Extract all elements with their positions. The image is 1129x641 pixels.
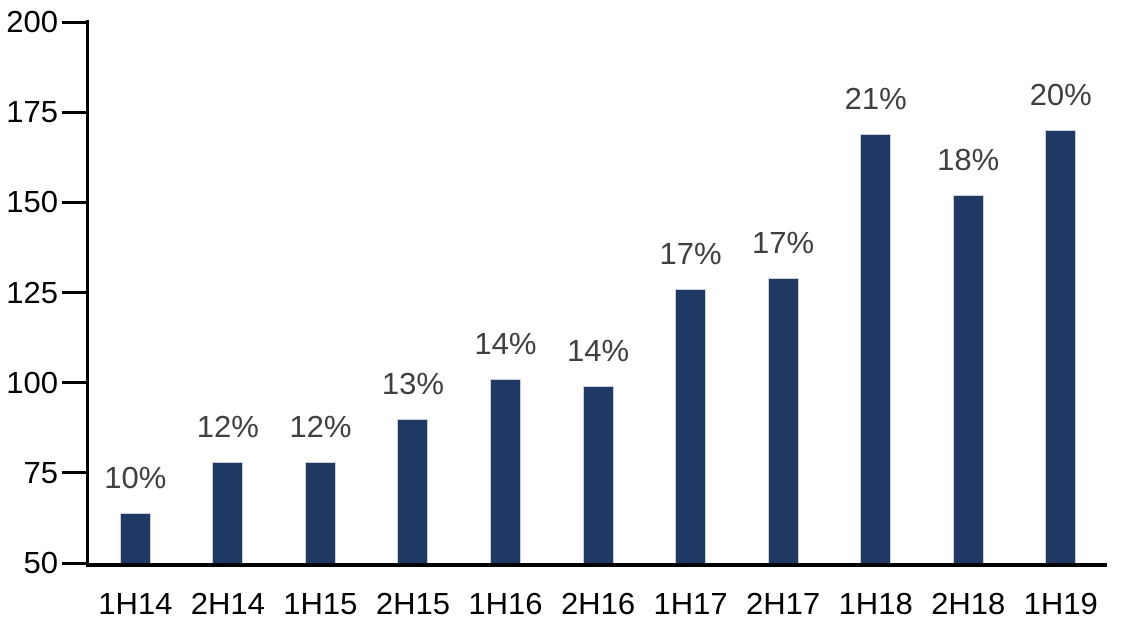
x-tick-label-2H15: 2H15 xyxy=(375,586,450,621)
y-tick-label: 150 xyxy=(6,184,58,220)
bar-value-label: 20% xyxy=(1029,77,1092,113)
x-tick-label-1H19: 1H19 xyxy=(1023,586,1098,621)
x-tick-label-1H18: 1H18 xyxy=(838,586,913,621)
bar-value-label: 17% xyxy=(752,225,815,261)
bar-1H18 xyxy=(860,133,892,563)
y-tick-label: 175 xyxy=(6,94,58,130)
y-tick-mark xyxy=(62,381,88,385)
bar-value-label: 17% xyxy=(659,235,722,271)
y-tick-mark xyxy=(62,471,88,475)
y-tick-label: 100 xyxy=(6,364,58,400)
bar-2H16 xyxy=(582,386,614,563)
y-tick-label: 125 xyxy=(6,274,58,310)
bar-1H17 xyxy=(675,288,707,563)
bar-value-label: 10% xyxy=(104,459,167,495)
x-tick-label-2H18: 2H18 xyxy=(931,586,1006,621)
x-tick-label-1H15: 1H15 xyxy=(283,586,358,621)
bar-value-label: 21% xyxy=(844,80,907,116)
bar-1H14 xyxy=(119,512,151,563)
x-tick-label-1H16: 1H16 xyxy=(468,586,543,621)
y-tick-label: 50 xyxy=(23,545,58,580)
bar-1H15 xyxy=(304,462,336,563)
x-tick-label-1H17: 1H17 xyxy=(653,586,728,621)
bar-1H16 xyxy=(489,379,521,563)
bar-value-label: 14% xyxy=(474,326,537,362)
bar-1H19 xyxy=(1045,130,1077,563)
bar-2H18 xyxy=(952,195,984,563)
bar-value-label: 13% xyxy=(381,365,444,401)
x-tick-label-2H16: 2H16 xyxy=(560,586,636,621)
x-tick-label-2H14: 2H14 xyxy=(190,586,265,621)
bar-value-label: 18% xyxy=(937,142,1000,178)
y-tick-label: 75 xyxy=(23,454,58,490)
bar-2H17 xyxy=(767,278,799,563)
y-tick-label: 200 xyxy=(6,4,58,39)
x-tick-label-1H14: 1H14 xyxy=(98,586,173,621)
y-tick-mark xyxy=(62,561,88,565)
x-axis-line xyxy=(86,563,1107,567)
y-tick-mark xyxy=(62,110,88,114)
bar-value-label: 12% xyxy=(289,409,352,445)
bar-2H15 xyxy=(397,418,429,563)
x-tick-label-2H17: 2H17 xyxy=(746,586,821,621)
y-tick-mark xyxy=(62,20,88,24)
bar-2H14 xyxy=(212,462,244,563)
bar-value-label: 14% xyxy=(566,333,630,369)
bar-value-label: 12% xyxy=(196,409,259,445)
y-tick-mark xyxy=(62,200,88,204)
y-tick-mark xyxy=(62,291,88,294)
